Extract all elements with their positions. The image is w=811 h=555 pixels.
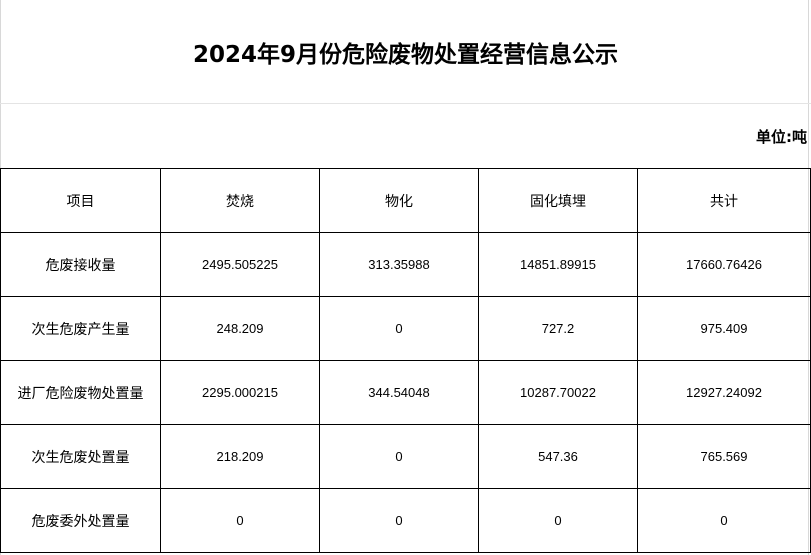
disposal-table: 项目 焚烧 物化 固化填埋 共计 危废接收量 2495.505225 313.35988 148… [0,168,811,553]
table-row: 次生危废产生量 248.209 0 727.2 975.409 [0,296,811,361]
table-cell: 0 [637,488,811,553]
table-cell: 14851.89915 [478,232,638,297]
table-cell: 765.569 [637,424,811,489]
table-cell: 344.54048 [319,360,479,425]
header-row: 项目 焚烧 物化 固化填埋 共计 [0,168,811,233]
table-cell: 0 [319,296,479,361]
column-header: 物化 [319,168,479,233]
column-header: 固化填埋 [478,168,638,233]
table-cell: 0 [160,488,320,553]
row-label: 次生危废产生量 [0,296,161,361]
column-header: 项目 [0,168,161,233]
table-cell: 2495.505225 [160,232,320,297]
table-row: 进厂危险废物处置量 2295.000215 344.54048 10287.70022… [0,360,811,425]
table-cell: 12927.24092 [637,360,811,425]
table-cell: 0 [319,488,479,553]
row-label: 危废接收量 [0,232,161,297]
table-cell: 0 [319,424,479,489]
table-row: 危废委外处置量 0 0 0 0 [0,488,811,553]
table-cell: 218.209 [160,424,320,489]
table-cell: 2295.000215 [160,360,320,425]
table-cell: 975.409 [637,296,811,361]
table-row: 次生危废处置量 218.209 0 547.36 765.569 [0,424,811,489]
table-cell: 17660.76426 [637,232,811,297]
page-title: 2024年9月份危险废物处置经营信息公示 [0,0,811,104]
table-cell: 313.35988 [319,232,479,297]
row-label: 次生危废处置量 [0,424,161,489]
table-row: 危废接收量 2495.505225 313.35988 14851.89915 1766… [0,232,811,297]
table-cell: 10287.70022 [478,360,638,425]
table-cell: 727.2 [478,296,638,361]
column-header: 焚烧 [160,168,320,233]
row-label: 进厂危险废物处置量 [0,360,161,425]
table-cell: 248.209 [160,296,320,361]
table-cell: 547.36 [478,424,638,489]
column-header: 共计 [637,168,811,233]
table-cell: 0 [478,488,638,553]
row-label: 危废委外处置量 [0,488,161,553]
unit-label: 单位:吨 [756,128,807,146]
